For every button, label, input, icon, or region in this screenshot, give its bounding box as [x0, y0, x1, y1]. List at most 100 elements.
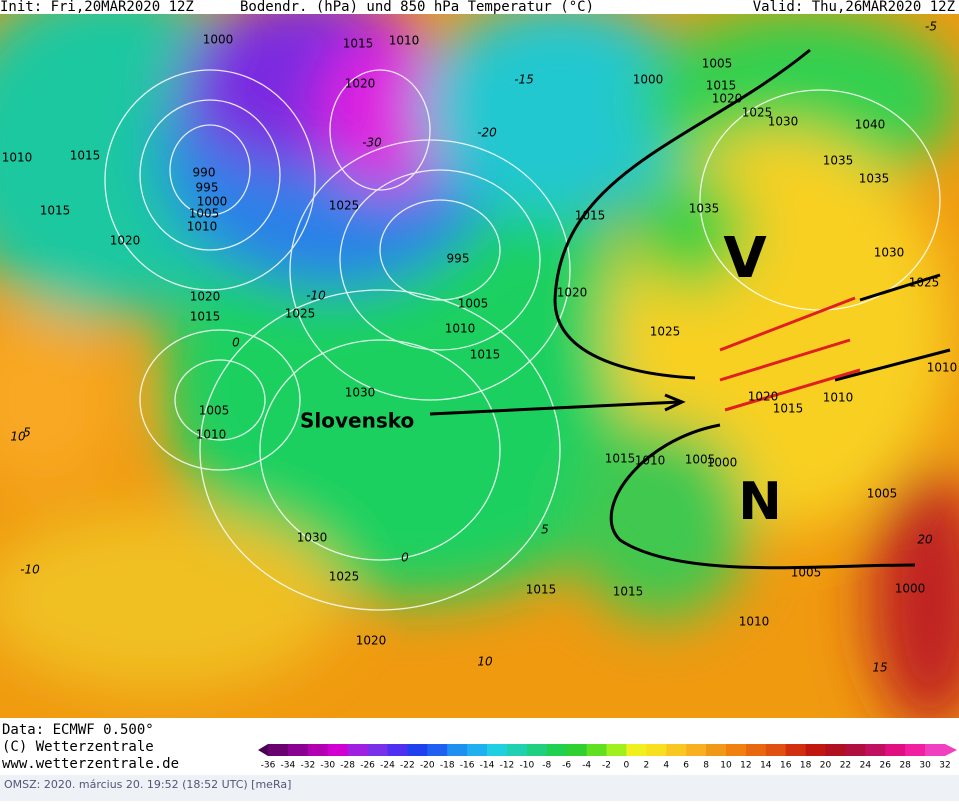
isobar-label: 1030 [768, 115, 799, 129]
colorbar-swatch [307, 744, 329, 756]
colorbar-swatch [745, 744, 767, 756]
isobar-label: 1020 [356, 634, 387, 648]
colorbar-tick-label: 0 [624, 761, 630, 771]
copyright: (C) Wetterzentrale [2, 739, 154, 755]
isobar-label: 1000 [197, 195, 228, 209]
colorbar-tick-label: -10 [520, 761, 535, 771]
isobar-label: 1020 [748, 390, 779, 404]
colorbar-tick-label: -24 [380, 761, 395, 771]
colorbar-tick-label: 14 [760, 761, 772, 771]
isobar-label: 1010 [445, 322, 476, 336]
colorbar-swatch [686, 744, 707, 756]
colorbar-tick-label: 28 [899, 761, 911, 771]
isobar-label: 995 [196, 181, 219, 195]
colorbar-tick-label: -34 [281, 761, 296, 771]
isobar-label: 1000 [203, 33, 234, 47]
isobar-label: 1025 [650, 325, 681, 339]
colorbar-tick-label: -36 [261, 761, 276, 771]
isobar-label: 1015 [190, 310, 221, 324]
temperature-label: 20 [917, 533, 933, 547]
isobar-label: 1005 [867, 487, 898, 501]
colorbar-tick-label: 24 [860, 761, 872, 771]
colorbar-swatch [706, 744, 727, 756]
colorbar-tick-label: 12 [740, 761, 751, 771]
isobar-label: 1015 [70, 149, 101, 163]
isobar-label: 1030 [874, 246, 905, 260]
isobar-label: 1035 [823, 154, 854, 168]
isobar-label: 990 [193, 166, 216, 180]
data-source: Data: ECMWF 0.500° [2, 722, 154, 738]
colorbar-swatch [805, 744, 827, 756]
colorbar-tick-label: 6 [683, 761, 689, 771]
colorbar-tick-label: -28 [340, 761, 355, 771]
temperature-label: -5 [925, 20, 937, 34]
colorbar-swatch [327, 744, 349, 756]
colorbar-swatch [526, 744, 548, 756]
colorbar-tick-label: -8 [542, 761, 551, 771]
valid-time: Valid: Thu,26MAR2020 12Z [753, 0, 955, 15]
isobar-label: 995 [447, 252, 470, 266]
isobar-label: 1025 [909, 276, 940, 290]
isobar-label: 1025 [742, 106, 773, 120]
colorbar-tick-label: -12 [500, 761, 515, 771]
temperature-label: 10 [477, 655, 493, 669]
colorbar-tick-label: -26 [360, 761, 375, 771]
colorbar-swatch [447, 744, 468, 756]
colorbar-swatch [387, 744, 408, 756]
isobar-label: 1035 [689, 202, 720, 216]
isobar-label: 1020 [712, 92, 743, 106]
colorbar-tick-label: 10 [720, 761, 732, 771]
isobar-label: 1025 [329, 570, 360, 584]
temperature-label: -10 [20, 563, 40, 577]
isobar-label: 1015 [773, 402, 804, 416]
map-area [0, 14, 959, 718]
colorbar-tick-label: -18 [440, 761, 455, 771]
colorbar-swatch [566, 744, 588, 756]
colorbar-swatch [725, 744, 747, 756]
colorbar-tick-label: 16 [780, 761, 792, 771]
isobar-label: 1010 [196, 428, 227, 442]
colorbar-swatch [287, 744, 309, 756]
colorbar-swatch [546, 744, 568, 756]
isobar-label: 1010 [739, 615, 770, 629]
colorbar-swatch [606, 744, 627, 756]
colorbar-swatch [367, 744, 388, 756]
colorbar-swatch [785, 744, 807, 756]
isobar-label: 1015 [605, 452, 636, 466]
isobar-label: 1015 [40, 204, 71, 218]
colorbar-swatch [905, 744, 926, 756]
colorbar-swatch [825, 744, 846, 756]
temperature-label: 10 [10, 430, 26, 444]
colorbar-swatch [427, 744, 448, 756]
colorbar-swatch [626, 744, 647, 756]
isobar-label: 1000 [707, 456, 738, 470]
colorbar-tick-label: 30 [919, 761, 931, 771]
isobar-label: 1010 [389, 34, 420, 48]
isobar-label: 1025 [329, 199, 360, 213]
isobar-label: 1015 [526, 583, 557, 597]
isobar-label: 1015 [343, 37, 374, 51]
isobar-label: 1030 [297, 531, 328, 545]
colorbar-tick-label: -20 [420, 761, 435, 771]
isobar-label: 1020 [345, 77, 376, 91]
isobar-label: 1010 [927, 361, 958, 375]
colorbar-swatch [586, 744, 607, 756]
temperature-label: 0 [232, 336, 240, 350]
colorbar-tick-label: 18 [800, 761, 812, 771]
isobar-label: 1005 [791, 566, 822, 580]
temperature-label: 0 [401, 551, 409, 565]
isobar-label: 1010 [635, 454, 666, 468]
colorbar-swatch [865, 744, 886, 756]
isobar-label: 1015 [470, 348, 501, 362]
colorbar-tick-label: -22 [400, 761, 415, 771]
map-title: Bodendr. (hPa) und 850 hPa Temperatur (°… [240, 0, 594, 15]
isobar-label: 1005 [685, 453, 716, 467]
isobar-label: 1010 [823, 391, 854, 405]
colorbar-swatch [925, 744, 946, 756]
colorbar-swatch [268, 744, 289, 756]
isobar-label: 1040 [855, 118, 886, 132]
status-text: OMSZ: 2020. március 20. 19:52 (18:52 UTC… [4, 778, 291, 791]
isobar-label: 1020 [190, 290, 221, 304]
website: www.wetterzentrale.de [2, 756, 179, 772]
